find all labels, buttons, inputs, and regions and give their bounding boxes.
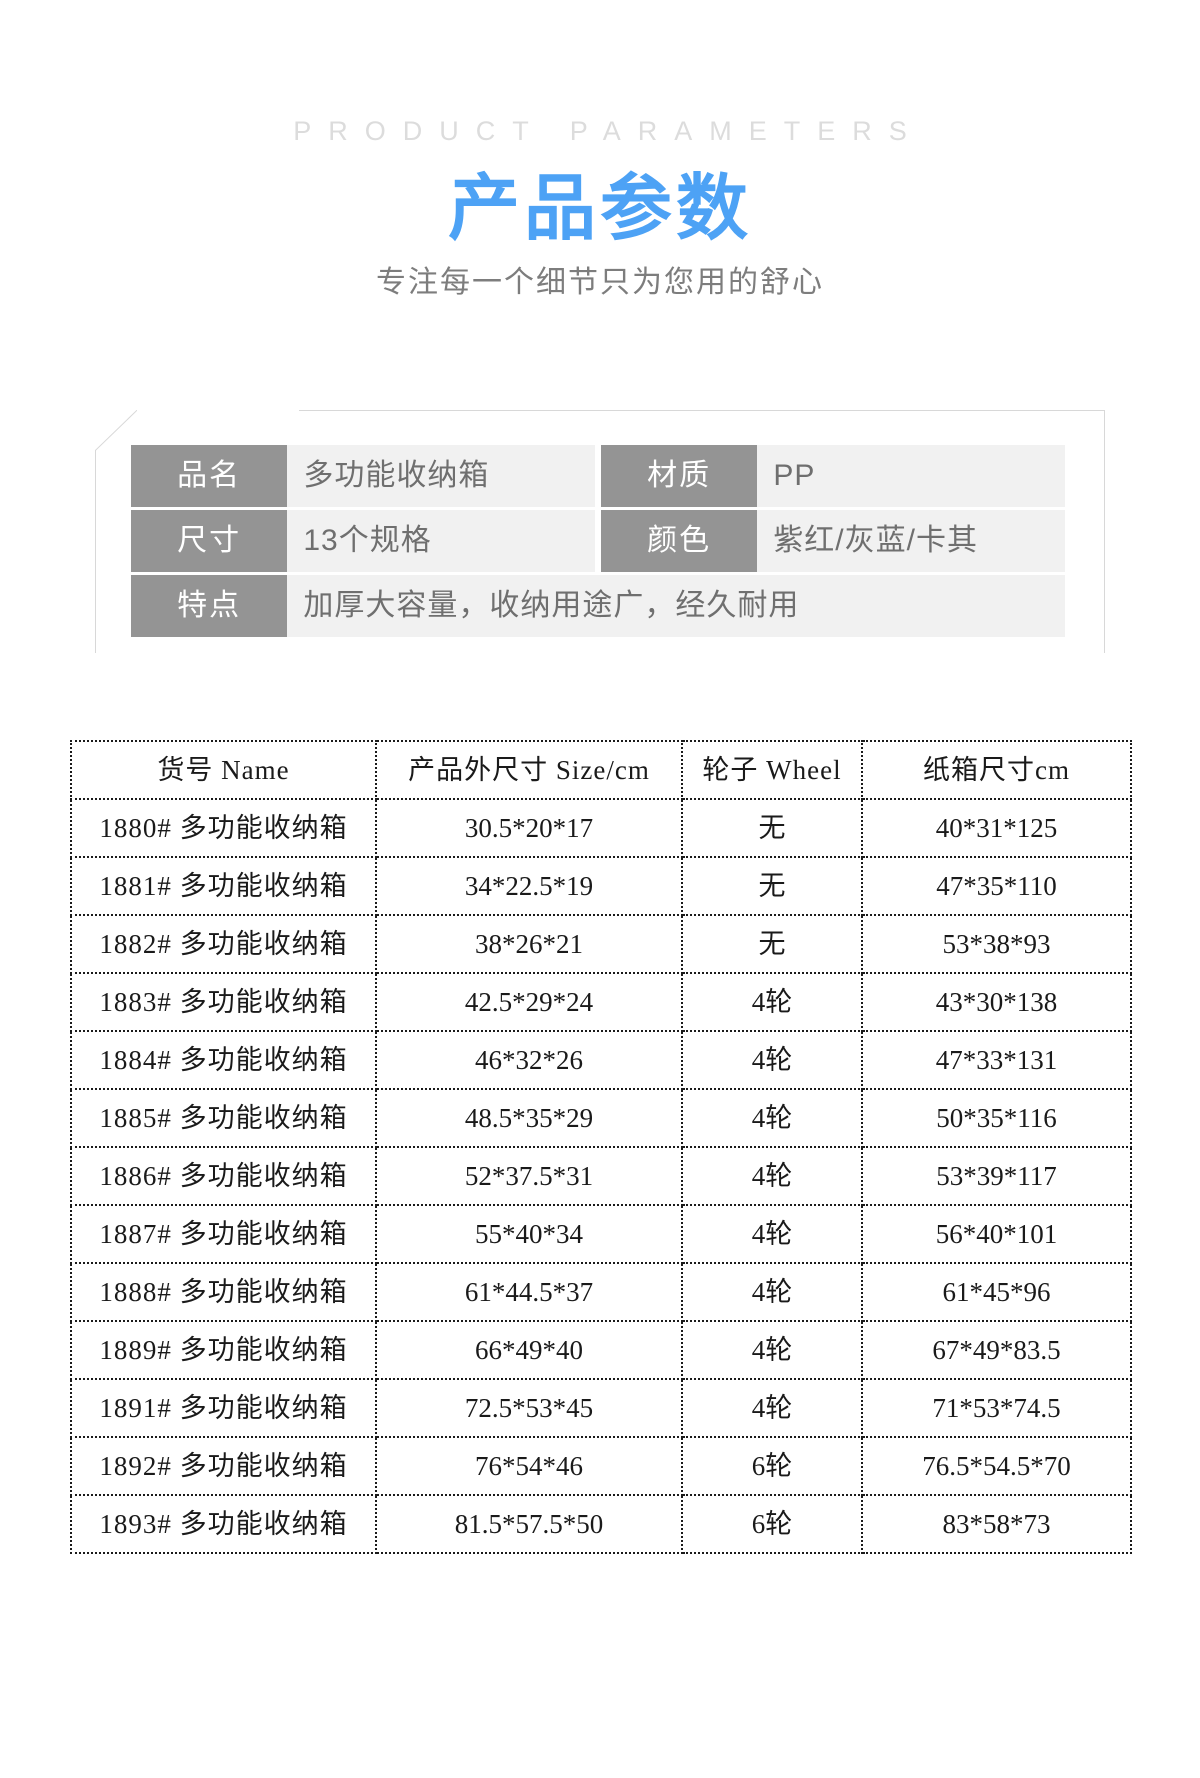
page-header: PRODUCT PARAMETERS 产品参数 专注每一个细节只为您用的舒心 xyxy=(0,0,1200,301)
spec-cell-carton: 71*53*74.5 xyxy=(861,1377,1132,1438)
info-label-material: 材质 xyxy=(600,444,758,507)
info-value-features: 加厚大容量，收纳用途广，经久耐用 xyxy=(287,574,1065,637)
spec-cell-carton: 61*45*96 xyxy=(861,1261,1132,1322)
spec-cell-wheel: 4轮 xyxy=(681,971,863,1032)
page-subtitle: 专注每一个细节只为您用的舒心 xyxy=(376,265,824,299)
spec-cell-name: 1883# 多功能收纳箱 xyxy=(70,971,377,1032)
header-eyebrow: PRODUCT PARAMETERS xyxy=(293,116,924,146)
spec-cell-name: 1889# 多功能收纳箱 xyxy=(70,1319,377,1380)
spec-cell-name: 1891# 多功能收纳箱 xyxy=(70,1377,377,1438)
spec-cell-carton: 83*58*73 xyxy=(861,1493,1132,1554)
spec-cell-size: 66*49*40 xyxy=(375,1319,683,1380)
product-attributes-table: 品名 多功能收纳箱 材质 PP 尺寸 13个规格 颜色 紫红/灰蓝/卡其 特点 … xyxy=(131,442,1065,640)
frame-line-left xyxy=(95,449,96,653)
table-row: 1892# 多功能收纳箱 76*54*46 6轮 76.5*54.5*70 xyxy=(70,1435,1132,1496)
spec-cell-wheel: 无 xyxy=(681,797,863,858)
spec-cell-carton: 53*38*93 xyxy=(861,913,1132,974)
spec-cell-size: 72.5*53*45 xyxy=(375,1377,683,1438)
table-row: 1885# 多功能收纳箱 48.5*35*29 4轮 50*35*116 xyxy=(70,1087,1132,1148)
spec-cell-wheel: 4轮 xyxy=(681,1319,863,1380)
spec-cell-name: 1886# 多功能收纳箱 xyxy=(70,1145,377,1206)
spec-cell-size: 48.5*35*29 xyxy=(375,1087,683,1148)
table-row: 1891# 多功能收纳箱 72.5*53*45 4轮 71*53*74.5 xyxy=(70,1377,1132,1438)
spec-cell-carton: 53*39*117 xyxy=(861,1145,1132,1206)
spec-column-header-wheel: 轮子 Wheel xyxy=(681,739,863,800)
spec-cell-carton: 43*30*138 xyxy=(861,971,1132,1032)
info-panel: 品名 多功能收纳箱 材质 PP 尺寸 13个规格 颜色 紫红/灰蓝/卡其 特点 … xyxy=(95,409,1105,653)
table-row: 1880# 多功能收纳箱 30.5*20*17 无 40*31*125 xyxy=(70,797,1132,858)
spec-cell-name: 1893# 多功能收纳箱 xyxy=(70,1493,377,1554)
spec-cell-wheel: 无 xyxy=(681,855,863,916)
spec-header-row: 货号 Name 产品外尺寸 Size/cm 轮子 Wheel 纸箱尺寸cm xyxy=(70,739,1132,800)
spec-cell-size: 81.5*57.5*50 xyxy=(375,1493,683,1554)
spec-cell-wheel: 4轮 xyxy=(681,1087,863,1148)
spec-cell-name: 1882# 多功能收纳箱 xyxy=(70,913,377,974)
spec-cell-carton: 50*35*116 xyxy=(861,1087,1132,1148)
spec-cell-wheel: 无 xyxy=(681,913,863,974)
table-row: 1884# 多功能收纳箱 46*32*26 4轮 47*33*131 xyxy=(70,1029,1132,1090)
table-row: 1881# 多功能收纳箱 34*22.5*19 无 47*35*110 xyxy=(70,855,1132,916)
spec-cell-name: 1887# 多功能收纳箱 xyxy=(70,1203,377,1264)
spec-cell-wheel: 4轮 xyxy=(681,1145,863,1206)
specification-table: 货号 Name 产品外尺寸 Size/cm 轮子 Wheel 纸箱尺寸cm 18… xyxy=(70,739,1132,1554)
spec-cell-size: 30.5*20*17 xyxy=(375,797,683,858)
info-value-size: 13个规格 xyxy=(287,509,595,572)
spec-cell-size: 52*37.5*31 xyxy=(375,1145,683,1206)
frame-line-right xyxy=(1104,409,1105,653)
page-title: 产品参数 xyxy=(447,166,752,250)
spec-cell-carton: 40*31*125 xyxy=(861,797,1132,858)
info-label-size: 尺寸 xyxy=(131,509,288,572)
info-value-name: 多功能收纳箱 xyxy=(287,444,595,507)
spec-cell-wheel: 6轮 xyxy=(681,1435,863,1496)
spec-cell-wheel: 6轮 xyxy=(681,1493,863,1554)
spec-cell-carton: 56*40*101 xyxy=(861,1203,1132,1264)
table-row: 1889# 多功能收纳箱 66*49*40 4轮 67*49*83.5 xyxy=(70,1319,1132,1380)
spec-cell-size: 42.5*29*24 xyxy=(375,971,683,1032)
spec-cell-name: 1881# 多功能收纳箱 xyxy=(70,855,377,916)
info-label-color: 颜色 xyxy=(600,509,758,572)
info-label-name: 品名 xyxy=(131,444,288,507)
table-row: 1883# 多功能收纳箱 42.5*29*24 4轮 43*30*138 xyxy=(70,971,1132,1032)
info-row: 品名 多功能收纳箱 材质 PP xyxy=(131,444,1065,507)
spec-column-header-name: 货号 Name xyxy=(70,739,377,800)
spec-cell-wheel: 4轮 xyxy=(681,1261,863,1322)
spec-cell-carton: 67*49*83.5 xyxy=(861,1319,1132,1380)
table-row: 1887# 多功能收纳箱 55*40*34 4轮 56*40*101 xyxy=(70,1203,1132,1264)
spec-cell-carton: 47*35*110 xyxy=(861,855,1132,916)
spec-cell-name: 1888# 多功能收纳箱 xyxy=(70,1261,377,1322)
spec-cell-wheel: 4轮 xyxy=(681,1029,863,1090)
spec-table-body: 1880# 多功能收纳箱 30.5*20*17 无 40*31*125 1881# 多功… xyxy=(70,797,1132,1554)
info-value-material: PP xyxy=(757,444,1065,507)
info-label-features: 特点 xyxy=(131,574,288,637)
spec-cell-wheel: 4轮 xyxy=(681,1203,863,1264)
spec-column-header-size: 产品外尺寸 Size/cm xyxy=(375,739,683,800)
info-value-color: 紫红/灰蓝/卡其 xyxy=(757,509,1065,572)
spec-column-header-carton: 纸箱尺寸cm xyxy=(861,739,1132,800)
spec-cell-carton: 76.5*54.5*70 xyxy=(861,1435,1132,1496)
spec-cell-wheel: 4轮 xyxy=(681,1377,863,1438)
frame-line-top xyxy=(299,409,1105,411)
spec-cell-size: 38*26*21 xyxy=(375,913,683,974)
spec-cell-size: 46*32*26 xyxy=(375,1029,683,1090)
table-row: 1893# 多功能收纳箱 81.5*57.5*50 6轮 83*58*73 xyxy=(70,1493,1132,1554)
table-row: 1882# 多功能收纳箱 38*26*21 无 53*38*93 xyxy=(70,913,1132,974)
table-row: 1888# 多功能收纳箱 61*44.5*37 4轮 61*45*96 xyxy=(70,1261,1132,1322)
table-row: 1886# 多功能收纳箱 52*37.5*31 4轮 53*39*117 xyxy=(70,1145,1132,1206)
spec-cell-name: 1892# 多功能收纳箱 xyxy=(70,1435,377,1496)
spec-cell-name: 1884# 多功能收纳箱 xyxy=(70,1029,377,1090)
spec-cell-name: 1880# 多功能收纳箱 xyxy=(70,797,377,858)
spec-cell-size: 76*54*46 xyxy=(375,1435,683,1496)
spec-cell-size: 34*22.5*19 xyxy=(375,855,683,916)
spec-cell-size: 55*40*34 xyxy=(375,1203,683,1264)
spec-table-container: 货号 Name 产品外尺寸 Size/cm 轮子 Wheel 纸箱尺寸cm 18… xyxy=(70,739,1132,1554)
spec-cell-carton: 47*33*131 xyxy=(861,1029,1132,1090)
spec-cell-name: 1885# 多功能收纳箱 xyxy=(70,1087,377,1148)
info-row: 特点 加厚大容量，收纳用途广，经久耐用 xyxy=(131,574,1065,637)
info-row: 尺寸 13个规格 颜色 紫红/灰蓝/卡其 xyxy=(131,509,1065,572)
spec-cell-size: 61*44.5*37 xyxy=(375,1261,683,1322)
